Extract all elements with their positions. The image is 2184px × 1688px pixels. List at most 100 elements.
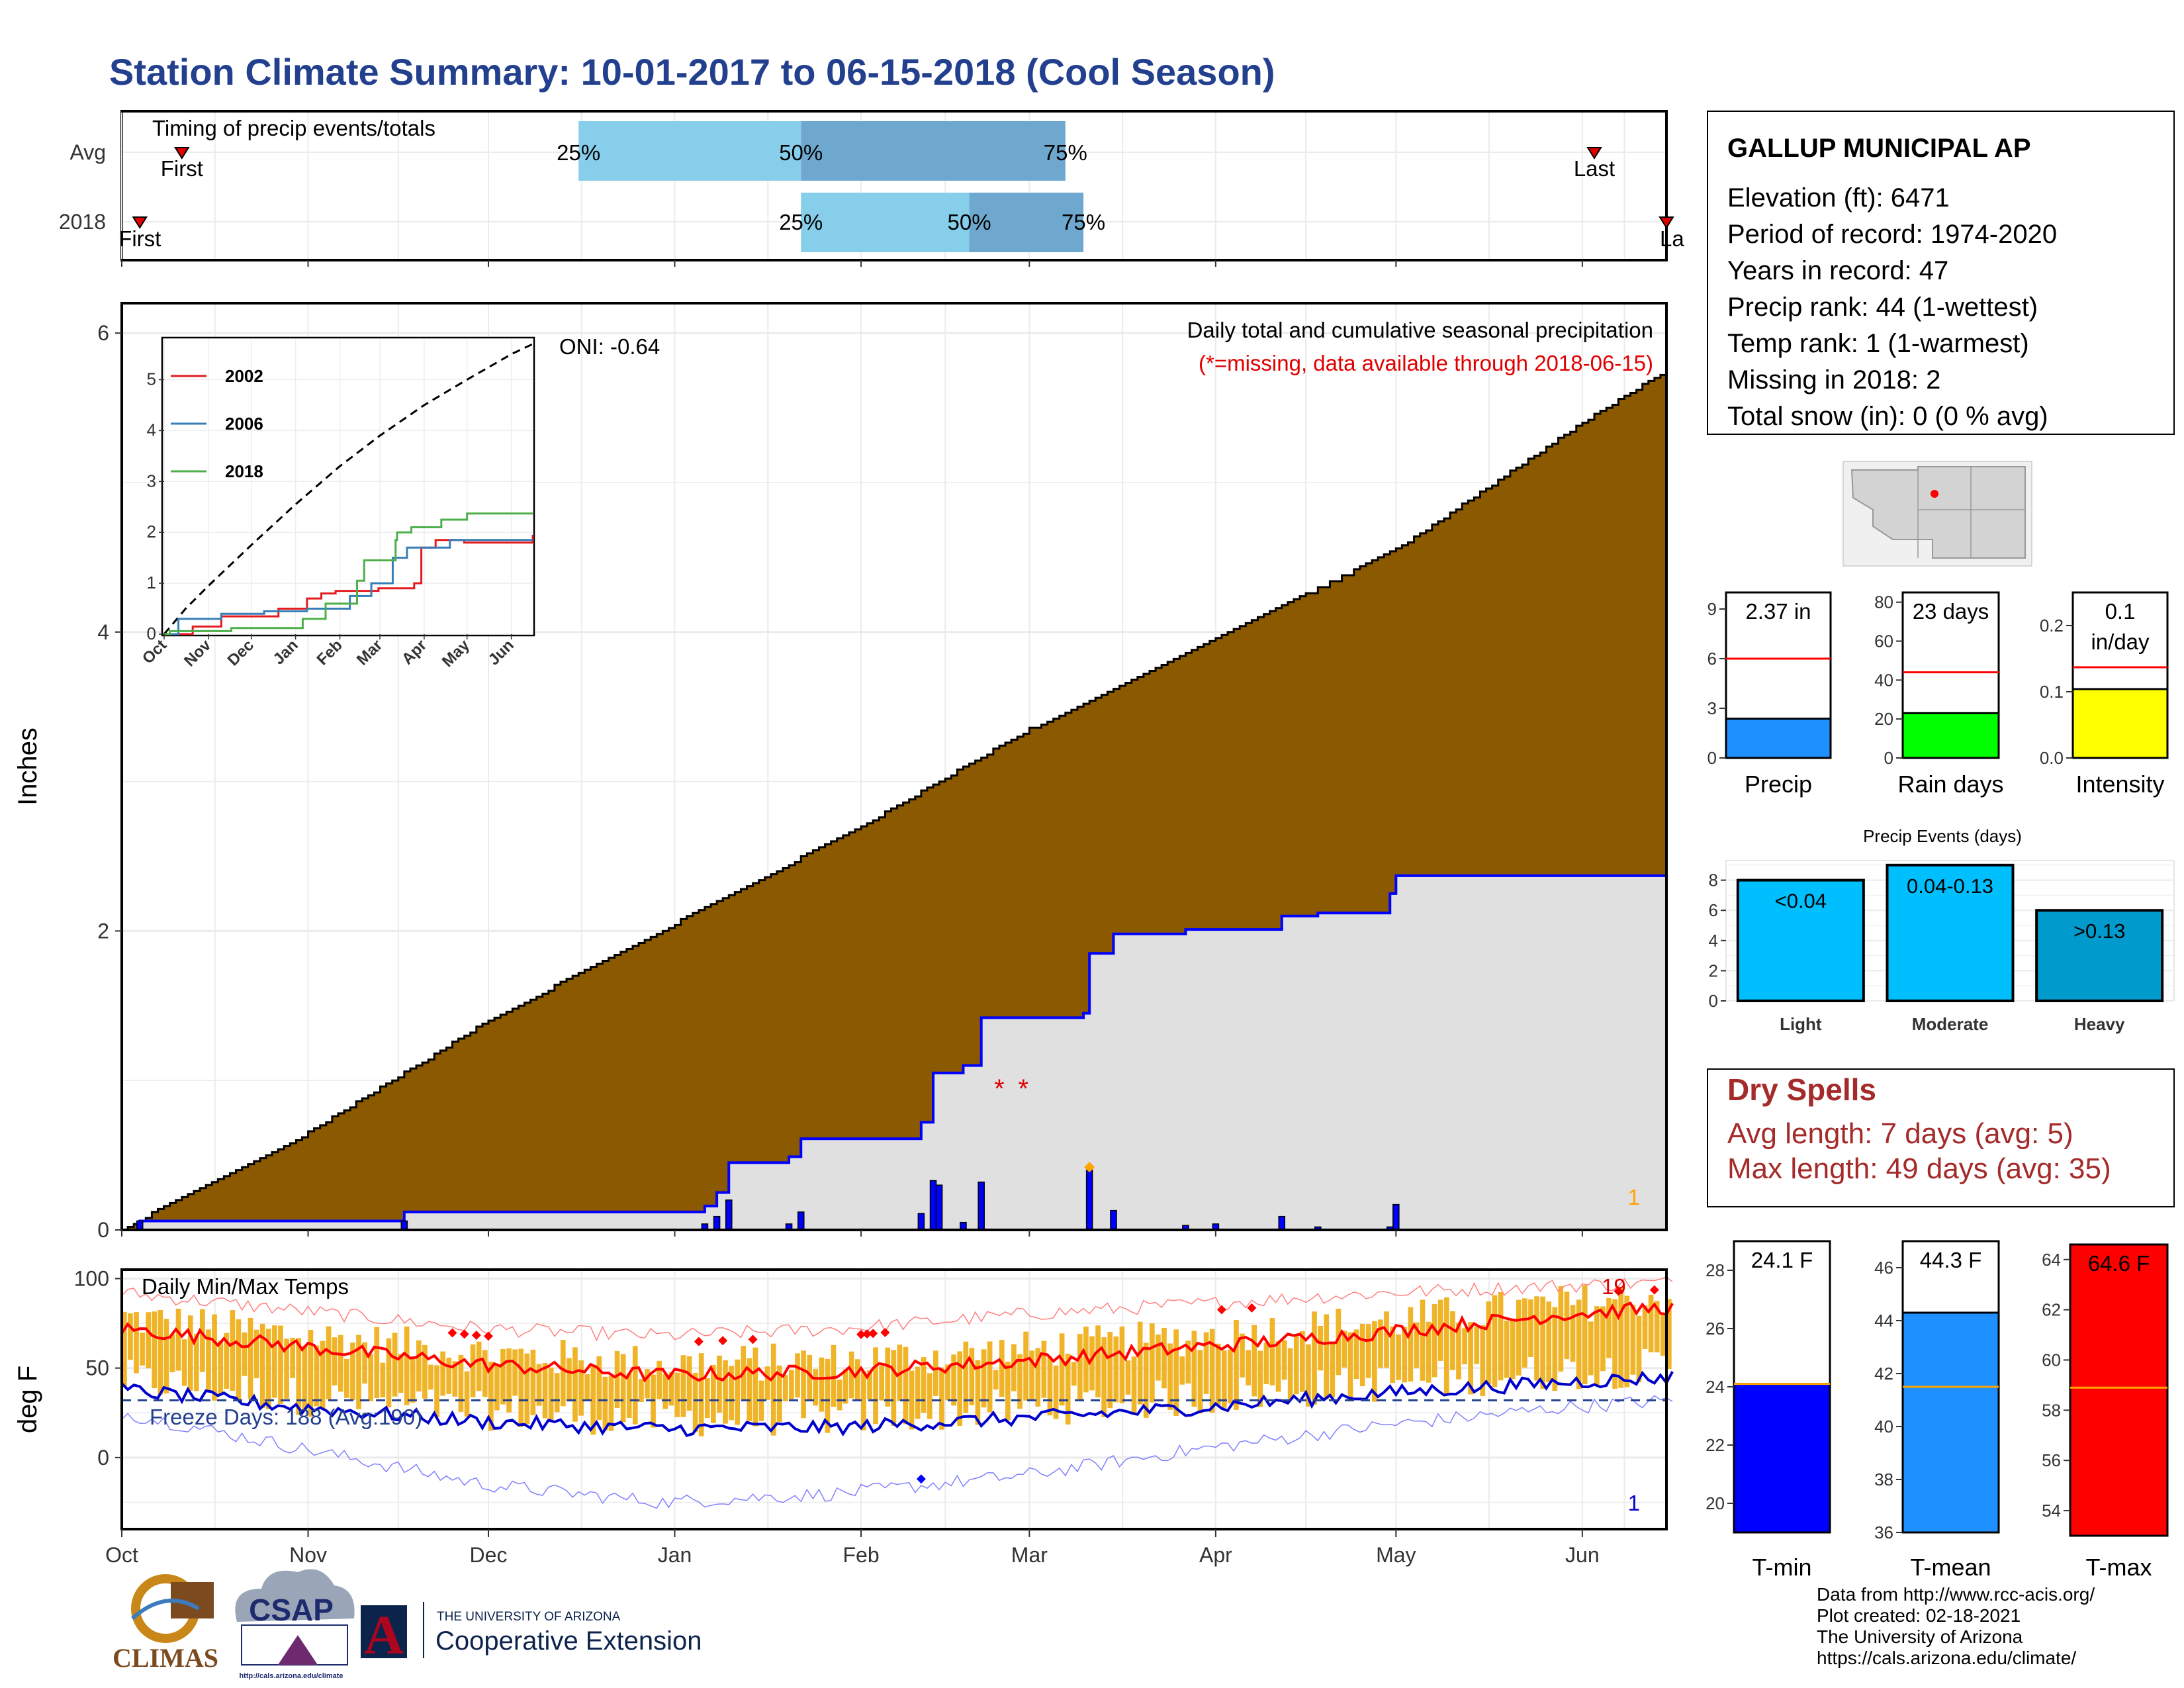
daily-temp-bar bbox=[848, 1351, 854, 1399]
daily-temp-bar bbox=[1353, 1329, 1359, 1380]
gauge-rain_days-tick: 0 bbox=[1884, 748, 1893, 768]
daily-temp-bar bbox=[302, 1345, 308, 1411]
daily-temp-bar bbox=[764, 1366, 770, 1400]
record-high-marker bbox=[1216, 1305, 1226, 1315]
gauge-rain_days-label: Rain days bbox=[1897, 771, 2003, 798]
gauge-intensity-tick: 0.2 bbox=[2040, 616, 2064, 635]
daily-temp-bar bbox=[747, 1358, 752, 1421]
gauge-tmax-tick: 64 bbox=[2042, 1250, 2061, 1270]
daily-temp-bar bbox=[963, 1341, 969, 1413]
daily-temp-bar bbox=[1041, 1340, 1047, 1398]
timing-pct-label: 75% bbox=[1044, 140, 1087, 165]
record-high-marker bbox=[880, 1327, 890, 1337]
daily-temp-bar bbox=[1071, 1362, 1077, 1386]
daily-temp-bar bbox=[398, 1354, 404, 1393]
station-info-line: Period of record: 1974-2020 bbox=[1727, 220, 2057, 249]
daily-temp-bar bbox=[975, 1360, 981, 1425]
daily-temp-bar bbox=[1558, 1286, 1564, 1372]
timing-bar-avg-early bbox=[578, 121, 801, 181]
temp-ytick: 0 bbox=[97, 1446, 109, 1470]
record-max-line bbox=[121, 1276, 1673, 1342]
daily-temp-bar bbox=[482, 1350, 488, 1397]
daily-temp-bar bbox=[903, 1346, 909, 1425]
daily-temp-bar bbox=[1342, 1331, 1347, 1368]
daily-temp-bar bbox=[939, 1367, 944, 1430]
event-category-label: Heavy bbox=[2074, 1014, 2125, 1034]
daily-temp-bar bbox=[1047, 1356, 1053, 1416]
station-info-line: Temp rank: 1 (1-warmest) bbox=[1727, 329, 2029, 358]
daily-temp-bar bbox=[1450, 1311, 1455, 1370]
daily-temp-bar bbox=[344, 1358, 349, 1398]
daily-temp-bar bbox=[1396, 1334, 1402, 1380]
gauge-tmin-tick: 24 bbox=[1706, 1377, 1725, 1397]
daily-temp-bar bbox=[578, 1360, 584, 1416]
daily-temp-bar bbox=[674, 1372, 680, 1417]
gauge-intensity-bar bbox=[2071, 688, 2169, 759]
temp-ytick: 100 bbox=[74, 1267, 109, 1291]
daily-temp-bar bbox=[320, 1340, 326, 1409]
daily-temp-bar bbox=[530, 1349, 536, 1415]
station-info-box: GALLUP MUNICIPAL AP Elevation (ft): 6471… bbox=[1707, 111, 2175, 435]
daily-temp-bar bbox=[981, 1349, 987, 1408]
daily-temp-bar bbox=[1251, 1325, 1257, 1397]
timing-pct-label: 25% bbox=[779, 210, 823, 234]
daily-temp-bar bbox=[662, 1374, 668, 1409]
daily-temp-bar bbox=[1228, 1349, 1233, 1403]
daily-temp-bar bbox=[1300, 1331, 1305, 1392]
gauge-tmean-tick: 46 bbox=[1874, 1258, 1893, 1278]
daily-temp-bar bbox=[1101, 1337, 1107, 1417]
record-high-marker bbox=[471, 1331, 481, 1340]
ua-bottom-text: Cooperative Extension bbox=[435, 1626, 702, 1656]
daily-temp-bar bbox=[1263, 1342, 1269, 1385]
daily-temp-bar bbox=[1161, 1327, 1167, 1389]
csap-url: http://cals.arizona.edu/climate bbox=[239, 1672, 343, 1680]
daily-temp-bar bbox=[1606, 1297, 1612, 1358]
daily-temp-bar bbox=[1660, 1314, 1666, 1356]
gauge-tmax-tick: 58 bbox=[2042, 1400, 2061, 1420]
daily-temp-bar bbox=[524, 1353, 530, 1425]
daily-temp-bar bbox=[422, 1344, 428, 1399]
daily-temp-bar bbox=[356, 1335, 361, 1409]
daily-temp-bar bbox=[1287, 1348, 1293, 1399]
daily-temp-bar bbox=[236, 1319, 242, 1401]
daily-temp-bar bbox=[1630, 1305, 1636, 1375]
daily-temp-bar bbox=[428, 1364, 433, 1390]
gauge-tmax-tick: 56 bbox=[2042, 1450, 2061, 1470]
daily-temp-bar bbox=[723, 1360, 728, 1424]
station-info-line: Precip rank: 44 (1-wettest) bbox=[1727, 293, 2038, 322]
daily-temp-bar bbox=[1095, 1325, 1101, 1397]
temp-bottom-count: 1 bbox=[1628, 1491, 1640, 1515]
dry-spells-box: Dry Spells Avg length: 7 days (avg: 5) M… bbox=[1707, 1068, 2175, 1207]
daily-temp-bar bbox=[1185, 1340, 1191, 1384]
daily-precip-bar bbox=[797, 1211, 805, 1231]
daily-temp-bar bbox=[837, 1380, 842, 1411]
daily-temp-bar bbox=[536, 1364, 542, 1406]
daily-temp-bar bbox=[169, 1334, 175, 1373]
daily-temp-bar bbox=[158, 1309, 163, 1395]
daily-temp-bar bbox=[1552, 1307, 1558, 1391]
month-label: Apr bbox=[1199, 1543, 1232, 1567]
timing-last-label: La bbox=[1660, 226, 1684, 251]
daily-temp-bar bbox=[1474, 1327, 1480, 1364]
daily-temp-bar bbox=[1371, 1321, 1377, 1402]
gauge-tmin-value: 24.1 F bbox=[1751, 1248, 1813, 1272]
daily-temp-bar bbox=[717, 1355, 722, 1413]
daily-temp-bar bbox=[1017, 1354, 1023, 1409]
daily-temp-bar bbox=[596, 1356, 602, 1420]
timing-last-marker bbox=[1586, 147, 1602, 160]
daily-temp-bar bbox=[729, 1366, 734, 1421]
gauge-tmean: 36 38 40 42 44 46 44.3 F T-mean bbox=[1874, 1240, 2000, 1581]
gauge-precip-tick: 0 bbox=[1707, 748, 1717, 768]
gauge-tmax-value: 64.6 F bbox=[2088, 1251, 2150, 1276]
daily-temp-bar bbox=[134, 1312, 139, 1374]
inset-legend-label: 2006 bbox=[225, 414, 263, 434]
daily-temp-bar bbox=[163, 1319, 169, 1394]
daily-temp-bar bbox=[386, 1338, 392, 1408]
daily-temp-bar bbox=[1173, 1329, 1179, 1416]
daily-temp-bar bbox=[680, 1355, 686, 1417]
daily-temp-bar bbox=[1612, 1299, 1617, 1389]
daily-temp-bar bbox=[404, 1326, 410, 1405]
gauge-rain_days: 0 20 40 60 80 23 days Rain days bbox=[1874, 591, 2004, 798]
daily-temp-bar bbox=[945, 1364, 950, 1401]
daily-temp-bar bbox=[1528, 1299, 1533, 1357]
